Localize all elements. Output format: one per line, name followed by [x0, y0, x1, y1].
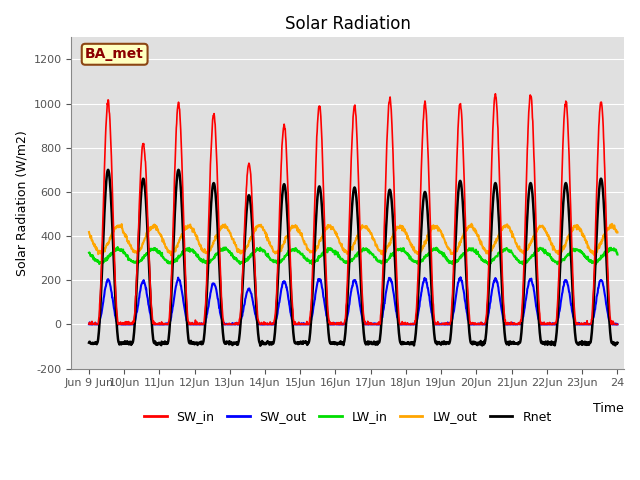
LW_out — [572, 223, 580, 229]
LW_out — [484, 248, 492, 254]
Rnet — [257, 343, 264, 348]
LW_in — [614, 252, 621, 257]
SW_out — [457, 275, 465, 280]
SW_out — [163, 322, 171, 327]
Rnet — [614, 340, 621, 346]
Rnet — [85, 340, 93, 346]
SW_in — [484, 281, 492, 287]
SW_in — [614, 322, 621, 327]
SW_in — [88, 322, 95, 327]
LW_in — [484, 262, 492, 267]
Title: Solar Radiation: Solar Radiation — [285, 15, 411, 33]
Y-axis label: Solar Radiation (W/m2): Solar Radiation (W/m2) — [15, 130, 28, 276]
SW_in — [309, 253, 317, 259]
LW_in — [484, 260, 492, 265]
LW_in — [114, 244, 122, 250]
SW_in — [85, 321, 93, 327]
LW_in — [572, 247, 580, 253]
Text: Time: Time — [593, 402, 624, 415]
Rnet — [163, 340, 171, 346]
LW_out — [249, 230, 257, 236]
SW_in — [163, 322, 171, 327]
SW_in — [572, 322, 580, 327]
Line: SW_in: SW_in — [89, 94, 618, 324]
LW_out — [468, 221, 476, 227]
Rnet — [104, 167, 112, 173]
LW_in — [163, 259, 171, 264]
LW_out — [85, 229, 93, 235]
Rnet — [484, 293, 492, 299]
Line: LW_in: LW_in — [89, 247, 618, 264]
SW_out — [484, 311, 492, 317]
Rnet — [249, 229, 257, 235]
Text: BA_met: BA_met — [85, 47, 144, 61]
SW_out — [572, 322, 580, 327]
LW_in — [309, 261, 317, 266]
SW_out — [86, 322, 93, 327]
LW_out — [163, 244, 170, 250]
SW_in — [492, 91, 499, 96]
Rnet — [310, 270, 317, 276]
SW_out — [309, 307, 317, 312]
LW_in — [249, 251, 257, 257]
Rnet — [100, 210, 108, 216]
LW_out — [167, 252, 175, 258]
Line: SW_out: SW_out — [89, 277, 618, 324]
LW_out — [309, 250, 317, 255]
Line: Rnet: Rnet — [89, 170, 618, 346]
SW_in — [101, 155, 109, 160]
LW_in — [85, 250, 93, 256]
SW_in — [249, 210, 257, 216]
SW_out — [101, 288, 109, 293]
SW_out — [249, 297, 257, 303]
LW_out — [614, 229, 621, 235]
Line: LW_out: LW_out — [89, 224, 618, 255]
LW_in — [100, 258, 108, 264]
LW_out — [100, 247, 108, 252]
SW_out — [85, 322, 93, 327]
SW_out — [614, 322, 621, 327]
Legend: SW_in, SW_out, LW_in, LW_out, Rnet: SW_in, SW_out, LW_in, LW_out, Rnet — [139, 406, 557, 429]
Rnet — [572, 338, 580, 344]
